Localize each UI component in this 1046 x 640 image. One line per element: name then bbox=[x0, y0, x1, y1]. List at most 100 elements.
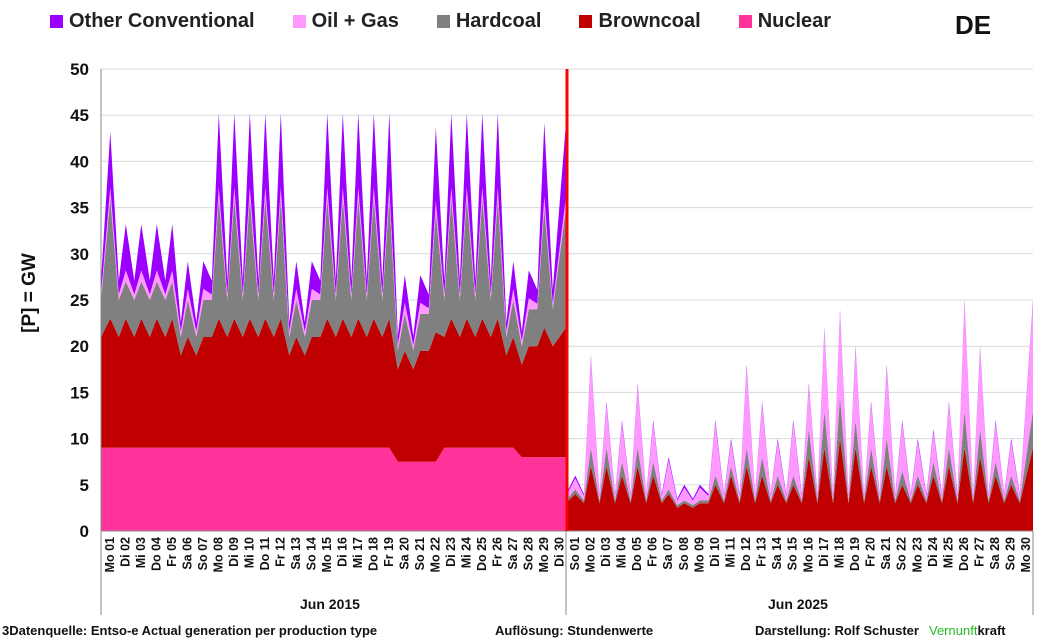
x-tick-label: Mi 10 bbox=[242, 537, 256, 568]
x-tick-label: So 14 bbox=[304, 537, 318, 570]
x-tick-label: Fr 05 bbox=[165, 537, 179, 567]
y-tick-label: 45 bbox=[70, 106, 89, 125]
legend-swatch bbox=[292, 15, 306, 28]
x-tick-label: Do 26 bbox=[957, 537, 971, 571]
x-tick-label: Sa 20 bbox=[397, 537, 411, 570]
author-note: Darstellung: Rolf Schuster bbox=[755, 623, 919, 638]
x-tick-label: Fr 13 bbox=[755, 537, 769, 567]
source-note: 3Datenquelle: Entso-e Actual generation … bbox=[2, 623, 378, 638]
x-tick-label: Mo 15 bbox=[320, 537, 334, 572]
x-tick-label: Sa 27 bbox=[506, 537, 520, 570]
x-tick-label: Mi 25 bbox=[941, 537, 955, 568]
x-tick-label: Fr 26 bbox=[490, 537, 504, 567]
country-label: DE bbox=[955, 10, 992, 40]
x-tick-label: Mi 11 bbox=[723, 537, 737, 568]
x-tick-label: Fr 19 bbox=[382, 537, 396, 567]
legend-label: Nuclear bbox=[757, 10, 832, 32]
x-tick-label: So 21 bbox=[413, 537, 427, 570]
x-tick-label: Do 11 bbox=[258, 537, 272, 570]
legend-label: Oil + Gas bbox=[311, 10, 399, 32]
legend-item-other-conventional: Other Conventional bbox=[50, 10, 255, 33]
x-tick-label: Mo 02 bbox=[583, 537, 597, 572]
legend-swatch bbox=[50, 15, 63, 28]
x-tick-label: Mo 16 bbox=[801, 537, 815, 572]
area-browncoal-2015 bbox=[101, 318, 566, 462]
x-tick-label: Di 24 bbox=[926, 537, 940, 567]
x-tick-label: Fr 06 bbox=[646, 537, 660, 567]
x-tick-label: Di 09 bbox=[227, 537, 241, 567]
x-tick-label: Fr 20 bbox=[864, 537, 878, 567]
x-tick-label: So 01 bbox=[568, 537, 582, 570]
x-tick-label: Mi 17 bbox=[351, 537, 365, 568]
x-tick-label: Mo 29 bbox=[537, 537, 551, 572]
resolution-note: Auflösung: Stundenwerte bbox=[495, 623, 654, 638]
y-tick-label: 15 bbox=[70, 383, 89, 402]
x-tick-label: Di 17 bbox=[817, 537, 831, 567]
x-tick-label: Fr 12 bbox=[273, 537, 287, 567]
y-tick-label: 20 bbox=[70, 337, 89, 356]
period-label-2015: Jun 2015 bbox=[300, 596, 360, 612]
legend-item-nuclear: Nuclear bbox=[738, 10, 832, 33]
x-tick-label: Di 23 bbox=[444, 537, 458, 567]
x-tick-label: Mi 18 bbox=[832, 537, 846, 568]
x-tick-label: So 08 bbox=[677, 537, 691, 570]
legend-item-oil-gas: Oil + Gas bbox=[292, 10, 399, 33]
x-tick-label: Sa 06 bbox=[180, 537, 194, 570]
x-tick-label: So 07 bbox=[196, 537, 210, 570]
y-tick-label: 25 bbox=[70, 291, 89, 310]
y-tick-label: 30 bbox=[70, 245, 89, 264]
y-tick-label: 50 bbox=[70, 60, 89, 79]
x-tick-label: Di 30 bbox=[552, 537, 566, 567]
y-tick-label: 5 bbox=[80, 476, 89, 495]
x-tick-label: Mi 04 bbox=[614, 537, 628, 568]
x-tick-label: Mo 01 bbox=[103, 537, 117, 572]
x-tick-label: So 29 bbox=[1004, 537, 1018, 570]
y-tick-label: 10 bbox=[70, 430, 89, 449]
x-tick-label: Mo 30 bbox=[1019, 537, 1033, 572]
brand-logo: Vernunftkraft bbox=[929, 623, 1006, 638]
x-tick-label: Mo 09 bbox=[692, 537, 706, 572]
legend: Other Conventional Oil + Gas Hardcoal Br… bbox=[50, 10, 869, 33]
x-tick-label: Sa 28 bbox=[988, 537, 1002, 570]
x-tick-label: So 15 bbox=[786, 537, 800, 570]
x-tick-label: Do 05 bbox=[630, 537, 644, 571]
brand-green: Vernunft bbox=[929, 623, 978, 638]
area-oil-gas-2015 bbox=[101, 187, 566, 351]
x-tick-label: Di 16 bbox=[335, 537, 349, 567]
area-nuclear-2015 bbox=[101, 447, 566, 531]
x-tick-label: Do 04 bbox=[149, 537, 163, 571]
x-tick-label: Mo 08 bbox=[211, 537, 225, 572]
legend-label: Hardcoal bbox=[455, 10, 542, 32]
x-tick-label: Do 18 bbox=[366, 537, 380, 571]
area-oil-gas-2025 bbox=[566, 302, 1033, 506]
area-browncoal-2025 bbox=[566, 438, 1033, 531]
y-tick-label: 0 bbox=[80, 522, 89, 541]
x-tick-label: Sa 14 bbox=[770, 537, 784, 570]
brand-black: kraft bbox=[977, 623, 1006, 638]
x-tick-label: Do 12 bbox=[739, 537, 753, 571]
legend-item-hardcoal: Hardcoal bbox=[436, 10, 542, 33]
x-tick-label: Do 19 bbox=[848, 537, 862, 571]
x-tick-label: So 22 bbox=[895, 537, 909, 570]
x-tick-label: Sa 07 bbox=[661, 537, 675, 570]
y-tick-label: 35 bbox=[70, 199, 89, 218]
x-tick-label: Di 03 bbox=[599, 537, 613, 567]
x-tick-label: Fr 27 bbox=[973, 537, 987, 567]
x-tick-label: Sa 21 bbox=[879, 537, 893, 570]
x-tick-label: Do 25 bbox=[475, 537, 489, 571]
legend-label: Browncoal bbox=[598, 10, 701, 32]
y-tick-label: 40 bbox=[70, 152, 89, 171]
area-hardcoal-2015 bbox=[101, 198, 566, 370]
x-tick-label: Sa 13 bbox=[289, 537, 303, 570]
legend-swatch bbox=[436, 15, 450, 28]
x-tick-label: Mi 24 bbox=[459, 537, 473, 568]
area-other-conventional-2015 bbox=[101, 113, 566, 346]
x-tick-label: Di 10 bbox=[708, 537, 722, 567]
legend-swatch bbox=[579, 15, 593, 28]
x-tick-label: Mo 23 bbox=[910, 537, 924, 572]
x-tick-label: Mi 03 bbox=[134, 537, 148, 568]
legend-label: Other Conventional bbox=[69, 10, 255, 32]
x-tick-label: Di 02 bbox=[118, 537, 132, 567]
